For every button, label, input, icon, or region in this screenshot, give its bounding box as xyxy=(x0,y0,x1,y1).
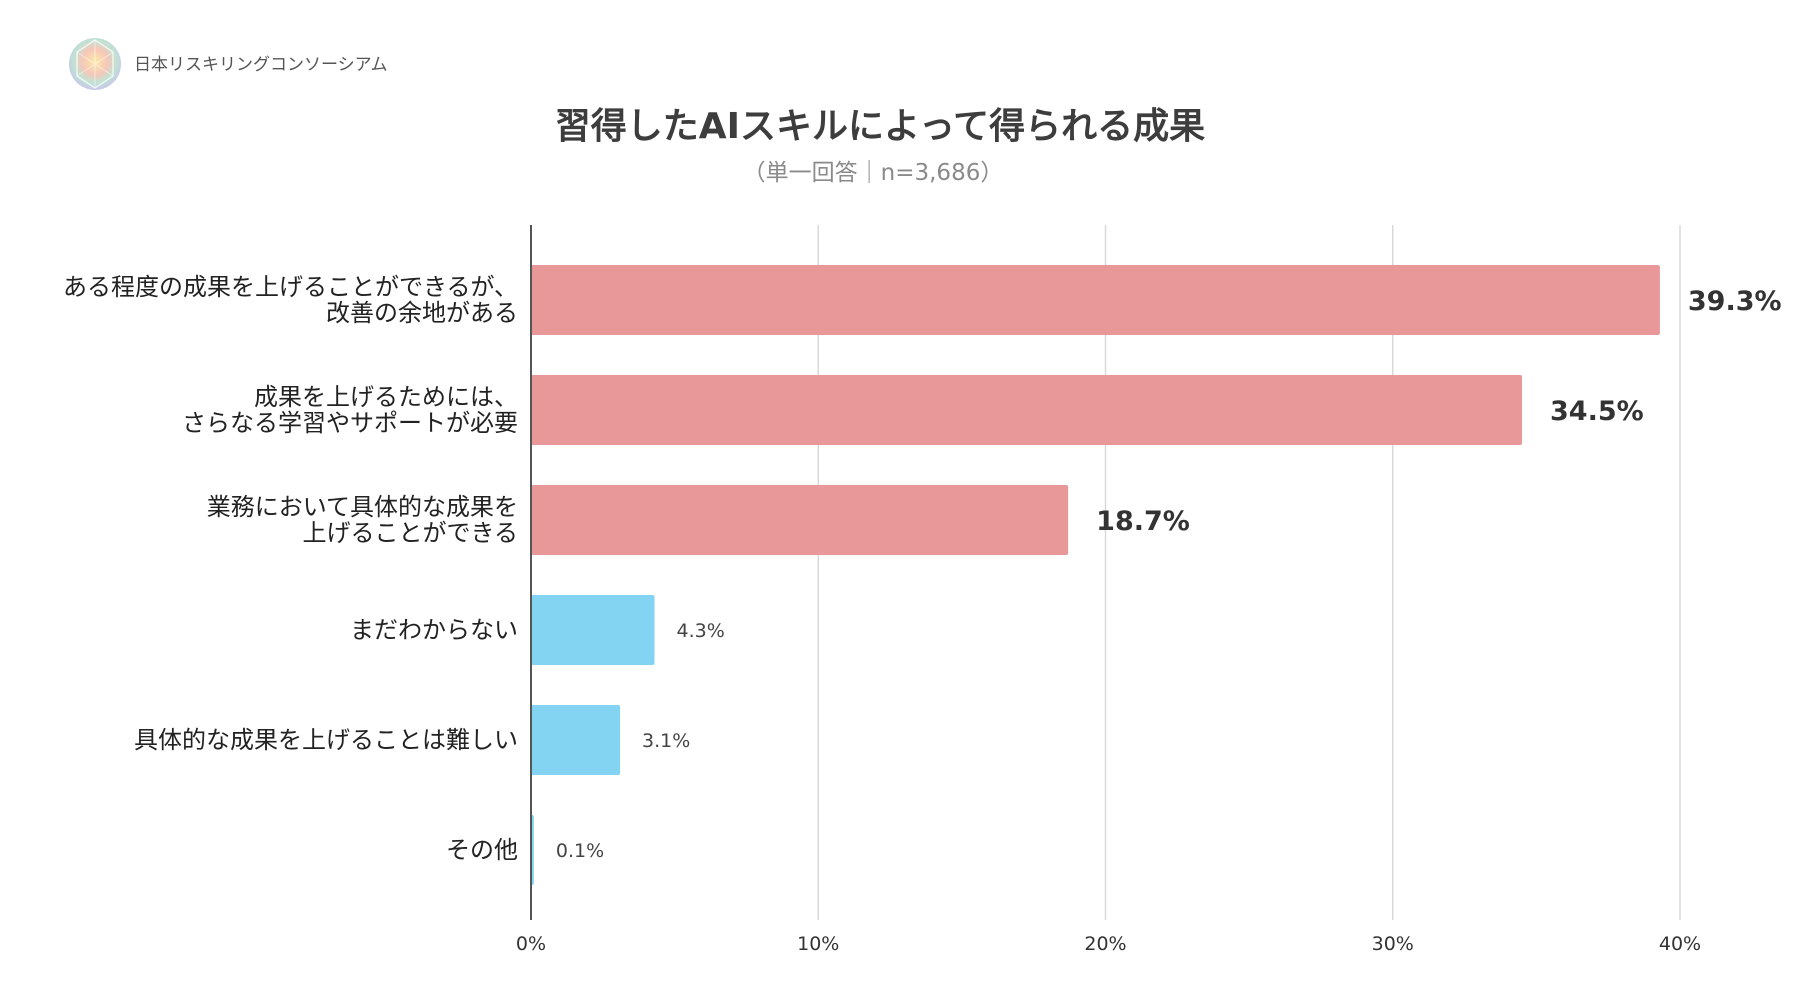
x-tick-label: 30% xyxy=(1372,933,1414,955)
category-label: さらなる学習やサポートが必要 xyxy=(182,409,518,437)
chart-subtitle: （単一回答｜n=3,686） xyxy=(743,160,1004,186)
x-axis-ticks: 0% 10% 20% 30% 40% xyxy=(516,933,1701,955)
bar xyxy=(531,375,1523,445)
value-label: 34.5% xyxy=(1550,396,1644,427)
bars xyxy=(531,265,1660,885)
value-labels: 39.3% 34.5% 18.7% 4.3% 3.1% 0.1% xyxy=(556,286,1782,862)
value-label: 4.3% xyxy=(677,620,725,642)
category-label: 具体的な成果を上げることは難しい xyxy=(134,726,518,754)
category-label: ある程度の成果を上げることができるが、 xyxy=(63,273,518,301)
brand-logo: 日本リスキリングコンソーシアム xyxy=(69,38,387,90)
category-labels: ある程度の成果を上げることができるが、改善の余地がある成果を上げるためには、さら… xyxy=(63,273,518,864)
value-label: 18.7% xyxy=(1096,506,1190,537)
bar xyxy=(531,265,1660,335)
bar xyxy=(531,595,655,665)
category-label: まだわからない xyxy=(350,616,518,644)
category-label: 上げることができる xyxy=(302,519,518,547)
x-tick-label: 10% xyxy=(797,933,839,955)
category-label: 業務において具体的な成果を xyxy=(207,493,518,521)
chart-title: 習得したAIスキルによって得られる成果 xyxy=(555,106,1205,147)
category-label: 改善の余地がある xyxy=(326,299,518,327)
brand-name: 日本リスキリングコンソーシアム xyxy=(134,55,387,75)
x-tick-label: 20% xyxy=(1084,933,1126,955)
x-tick-label: 0% xyxy=(516,933,546,955)
category-label: 成果を上げるためには、 xyxy=(254,383,518,411)
x-tick-label: 40% xyxy=(1659,933,1701,955)
gridlines xyxy=(817,225,1681,920)
bar xyxy=(531,705,621,775)
bar xyxy=(531,485,1069,555)
value-label: 3.1% xyxy=(642,730,690,752)
value-label: 0.1% xyxy=(556,840,604,862)
value-label: 39.3% xyxy=(1688,286,1782,317)
category-label: その他 xyxy=(446,836,518,864)
